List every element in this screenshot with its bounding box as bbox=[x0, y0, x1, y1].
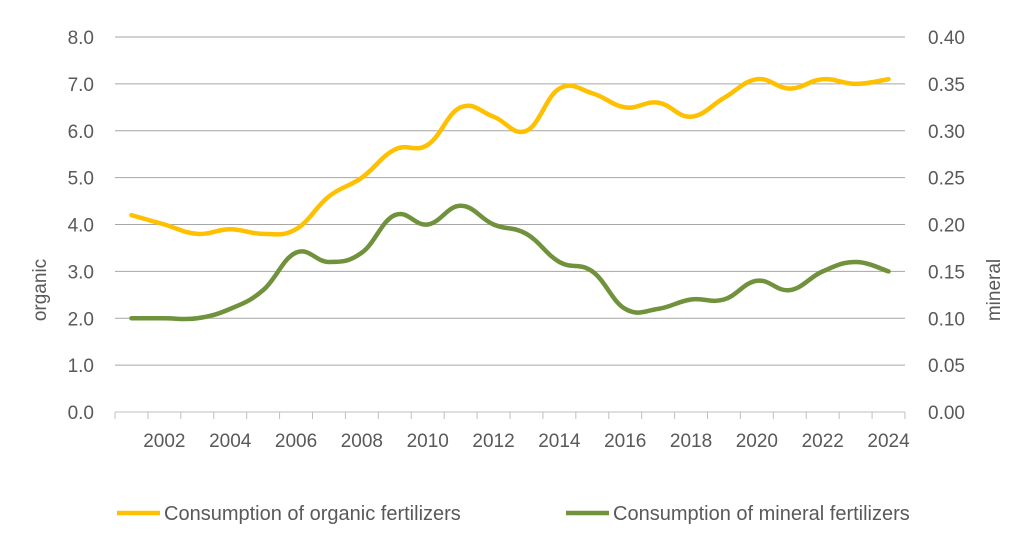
legend: Consumption of organic fertilizers Consum… bbox=[117, 503, 910, 525]
y-right-tick-label: 0.30 bbox=[928, 122, 965, 143]
x-tick-label: 2024 bbox=[867, 431, 910, 452]
y-axis-right: 0.00 0.05 0.10 0.15 0.20 0.25 0.30 0.35 0.40 bbox=[928, 28, 965, 424]
y-left-tick-label: 6.0 bbox=[68, 122, 94, 143]
x-tick-label: 2018 bbox=[670, 431, 712, 452]
gridlines bbox=[115, 36, 905, 413]
x-tick-label: 2002 bbox=[143, 431, 185, 452]
legend-label: Consumption of mineral fertilizers bbox=[613, 503, 910, 525]
y-left-tick-label: 4.0 bbox=[68, 216, 94, 237]
series-lines bbox=[129, 76, 891, 322]
y-right-tick-label: 0.20 bbox=[928, 216, 965, 237]
y-left-tick-label: 8.0 bbox=[68, 28, 94, 49]
x-tick-label: 2010 bbox=[407, 431, 449, 452]
y-right-tick-label: 0.25 bbox=[928, 169, 965, 190]
x-axis: 2002 2004 2006 2008 2010 2012 2014 2016 2018 2020… bbox=[114, 412, 910, 452]
y-axis-left-title: organic bbox=[30, 259, 51, 321]
x-tick-label: 2006 bbox=[275, 431, 317, 452]
y-axis-left: 0.0 1.0 2.0 3.0 4.0 5.0 6.0 7.0 8.0 bbox=[68, 28, 94, 424]
y-left-tick-label: 0.0 bbox=[68, 403, 94, 424]
y-right-tick-label: 0.10 bbox=[928, 309, 965, 330]
y-left-tick-label: 1.0 bbox=[68, 356, 94, 377]
y-axis-right-title: mineral bbox=[984, 259, 1005, 321]
legend-label: Consumption of organic fertilizers bbox=[164, 503, 461, 525]
x-tick-label: 2016 bbox=[604, 431, 646, 452]
y-right-tick-label: 0.15 bbox=[928, 262, 965, 283]
series-line-organic bbox=[129, 76, 891, 237]
y-right-tick-label: 0.05 bbox=[928, 356, 965, 377]
x-tick-label: 2008 bbox=[341, 431, 383, 452]
series-line-mineral bbox=[129, 203, 891, 322]
y-left-tick-label: 3.0 bbox=[68, 262, 94, 283]
x-tick-label: 2020 bbox=[736, 431, 778, 452]
x-tick-label: 2004 bbox=[209, 431, 252, 452]
y-right-tick-label: 0.35 bbox=[928, 75, 965, 96]
y-left-tick-label: 2.0 bbox=[68, 309, 94, 330]
y-right-tick-label: 0.00 bbox=[928, 403, 965, 424]
y-left-tick-label: 7.0 bbox=[68, 75, 94, 96]
x-tick-label: 2012 bbox=[472, 431, 514, 452]
x-tick-label: 2014 bbox=[538, 431, 581, 452]
x-tick-label: 2022 bbox=[802, 431, 844, 452]
y-right-tick-label: 0.40 bbox=[928, 28, 965, 49]
y-left-tick-label: 5.0 bbox=[68, 169, 94, 190]
